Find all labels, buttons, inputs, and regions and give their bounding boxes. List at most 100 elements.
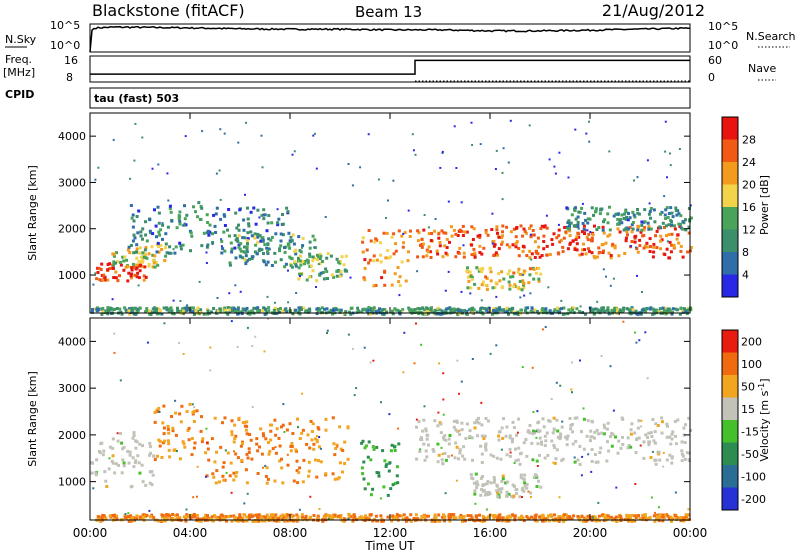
power-cell <box>436 252 440 256</box>
velocity-cell <box>476 483 480 487</box>
power-cell <box>237 223 240 227</box>
velocity-cell <box>657 513 660 517</box>
power-cell <box>154 261 158 264</box>
power-speck <box>447 270 450 273</box>
power-speck <box>314 132 316 135</box>
power-cell <box>588 249 591 253</box>
velocity-cell <box>540 442 544 446</box>
power-cell <box>508 269 512 273</box>
velocity-cell <box>543 444 547 448</box>
power-cell <box>256 240 260 244</box>
power-cell <box>135 310 139 314</box>
power-speck <box>629 245 632 248</box>
velocity-cell <box>476 434 479 438</box>
power-cell <box>155 250 159 254</box>
power-cell <box>131 262 135 266</box>
velocity-speck <box>582 407 585 410</box>
velocity-cell <box>333 515 337 519</box>
power-colorbar-swatch <box>722 162 738 185</box>
power-cell <box>575 235 579 239</box>
power-cell <box>135 256 139 260</box>
velocity-cell <box>681 454 685 458</box>
velocity-cell <box>241 441 244 445</box>
power-cell <box>130 268 134 272</box>
velocity-cell <box>564 435 568 439</box>
velocity-cell <box>120 471 124 475</box>
velocity-cell <box>192 446 196 450</box>
power-cell <box>181 243 185 247</box>
power-cell <box>539 272 543 276</box>
velocity-cell <box>532 429 535 433</box>
velocity-cell <box>523 481 527 485</box>
power-cell <box>408 308 411 312</box>
velocity-speck <box>206 441 209 444</box>
power-cell <box>311 234 315 238</box>
velocity-speck <box>499 519 502 522</box>
power-cell <box>362 276 366 280</box>
velocity-speck <box>495 344 498 347</box>
velocity-cell <box>317 459 320 463</box>
power-cell <box>428 250 432 254</box>
power-colorbar-tick: 12 <box>742 224 756 237</box>
velocity-speck <box>489 352 492 355</box>
velocity-cell <box>218 480 221 484</box>
velocity-cell <box>292 479 296 483</box>
power-speck <box>427 226 430 229</box>
velocity-speck <box>442 398 445 401</box>
velocity-cell <box>642 456 646 460</box>
velocity-cell <box>415 425 418 429</box>
power-cell <box>550 238 554 242</box>
power-cell <box>347 310 351 314</box>
power-cell <box>207 233 211 237</box>
power-cell <box>636 208 639 211</box>
velocity-cell <box>484 491 488 495</box>
power-cell <box>130 266 134 270</box>
velocity-cell <box>241 516 245 520</box>
power-cell <box>489 279 493 283</box>
velocity-cell <box>230 519 234 523</box>
power-cell <box>242 245 246 249</box>
velocity-cell <box>469 473 473 477</box>
velocity-cell <box>162 404 166 408</box>
power-cell <box>127 271 131 275</box>
nsearch-label: N.Search <box>746 30 796 43</box>
velocity-cell <box>670 432 674 436</box>
velocity-cell <box>126 515 130 518</box>
velocity-speck <box>581 455 584 458</box>
power-speck <box>648 202 651 205</box>
velocity-cell <box>265 466 269 470</box>
power-cell <box>427 245 431 249</box>
velocity-cell <box>433 513 437 517</box>
power-cell <box>444 231 448 235</box>
velocity-speck <box>353 394 356 397</box>
power-cell <box>255 252 259 256</box>
velocity-cell <box>288 422 292 426</box>
power-cell <box>608 228 612 232</box>
velocity-cell <box>247 447 251 451</box>
velocity-cell <box>161 515 164 519</box>
velocity-speck <box>444 492 447 495</box>
power-cell <box>145 309 149 312</box>
velocity-cell <box>393 481 397 485</box>
power-cell <box>624 239 628 243</box>
velocity-cell <box>661 519 665 523</box>
velocity-cell <box>645 517 649 521</box>
velocity-speck <box>363 346 366 349</box>
velocity-speck <box>264 464 267 467</box>
velocity-speck <box>441 452 444 455</box>
power-cell <box>475 310 479 314</box>
velocity-cell <box>680 459 684 463</box>
power-cell <box>254 243 258 247</box>
velocity-speck <box>612 409 615 412</box>
power-cell <box>167 251 171 255</box>
power-cell <box>590 251 594 255</box>
velocity-cell <box>255 442 259 446</box>
velocity-cell <box>488 492 492 496</box>
velocity-cell <box>519 451 523 455</box>
power-cell <box>676 308 680 312</box>
velocity-cell <box>260 519 264 523</box>
velocity-speck <box>509 451 512 454</box>
velocity-speck <box>301 392 304 395</box>
power-cell <box>566 312 570 316</box>
power-cell <box>626 218 630 222</box>
